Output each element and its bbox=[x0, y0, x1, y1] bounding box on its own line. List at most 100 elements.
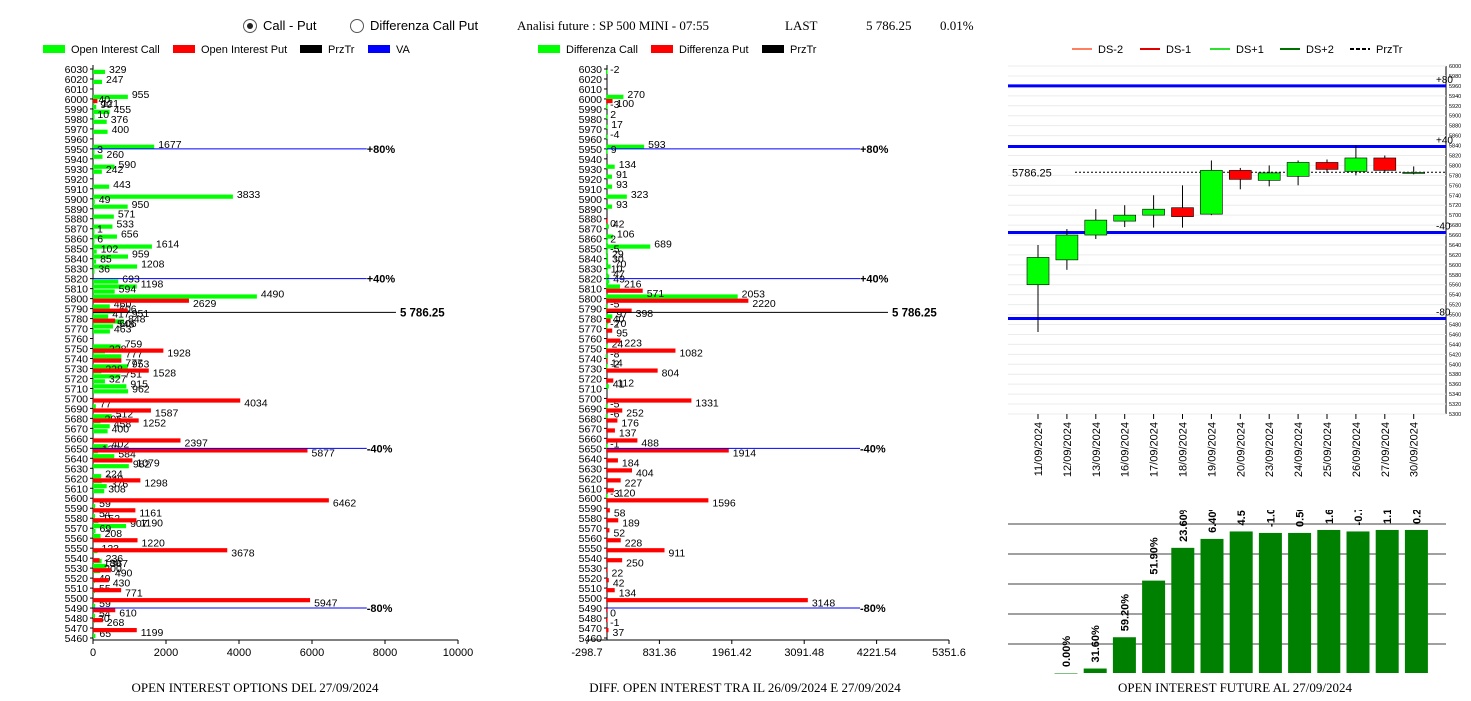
future-bar bbox=[1112, 637, 1136, 673]
call-bar bbox=[93, 324, 114, 329]
bar-value-label: 9 bbox=[611, 144, 617, 156]
y-tick-label: 5710 bbox=[579, 383, 603, 395]
bar-value-label: 2220 bbox=[752, 298, 776, 310]
radio-differenza[interactable]: Differenza Call Put bbox=[350, 18, 478, 33]
va-line-label: +80 bbox=[1436, 75, 1453, 86]
put-bar bbox=[606, 398, 692, 403]
call-bar bbox=[606, 239, 608, 244]
y-tick-label: 5920 bbox=[579, 174, 603, 186]
bar-value-label: 189 bbox=[622, 517, 640, 529]
y-tick-label: 5560 bbox=[1449, 283, 1461, 289]
y-tick-label: 5950 bbox=[65, 144, 89, 156]
bar-value-label: 548 bbox=[117, 319, 135, 331]
y-tick-label: 5660 bbox=[1449, 233, 1461, 239]
y-tick-label: 5590 bbox=[579, 503, 603, 515]
y-tick-label: 5760 bbox=[1449, 183, 1461, 189]
put-bar bbox=[606, 298, 749, 303]
x-tick-label: 20/09/2024 bbox=[1235, 422, 1247, 477]
y-tick-label: 5790 bbox=[65, 304, 89, 316]
radio-unselected-icon bbox=[350, 18, 364, 33]
y-tick-label: 5780 bbox=[65, 314, 89, 326]
legend-label: VA bbox=[396, 44, 411, 56]
y-tick-label: 5480 bbox=[579, 613, 603, 625]
bar-value-label: 959 bbox=[132, 249, 150, 261]
bar-value-label: 443 bbox=[113, 179, 131, 191]
put-bar bbox=[93, 458, 133, 463]
call-bar bbox=[93, 279, 119, 284]
put-bar bbox=[606, 318, 611, 323]
call-bar bbox=[93, 119, 107, 124]
bar-value-label: 58 bbox=[614, 507, 626, 519]
radio-selected-icon bbox=[243, 18, 257, 33]
open-interest-options-chart: Open Interest Call Open Interest Put PrzTr… bbox=[43, 44, 474, 695]
put-bar bbox=[93, 408, 151, 413]
bar-value-label: 252 bbox=[626, 408, 644, 420]
legend-label: Differenza Put bbox=[679, 44, 749, 56]
legend-label: DS+1 bbox=[1236, 44, 1264, 56]
bar-value-label: 250 bbox=[626, 557, 644, 569]
bar-value-label: 777 bbox=[125, 358, 143, 370]
bar-value-label: 955 bbox=[132, 89, 150, 101]
bar-value-label: -1.00% bbox=[1265, 510, 1277, 527]
call-bar bbox=[606, 364, 608, 369]
y-tick-label: 5720 bbox=[65, 373, 89, 385]
future-bar bbox=[1404, 529, 1428, 673]
y-tick-label: 5870 bbox=[579, 224, 603, 236]
y-tick-label: 5700 bbox=[65, 393, 89, 405]
bar-value-label: -5 bbox=[610, 398, 619, 410]
y-tick-label: 5970 bbox=[65, 124, 89, 136]
top-bar: Call - Put Differenza Call Put Analisi f… bbox=[0, 0, 1471, 40]
bar-value-label: 0 bbox=[610, 607, 616, 619]
x-tick-label: 6000 bbox=[300, 647, 324, 659]
bar-value-label: 488 bbox=[641, 438, 659, 450]
bar-value-label: 3 bbox=[97, 144, 103, 156]
y-tick-label: 5520 bbox=[65, 573, 89, 585]
bar-value-label: 208 bbox=[105, 528, 123, 540]
put-bar bbox=[93, 478, 141, 483]
bar-value-label: 93 bbox=[616, 179, 628, 191]
call-bar bbox=[606, 324, 608, 329]
put-bar bbox=[606, 608, 608, 613]
radio-differenza-label: Differenza Call Put bbox=[370, 18, 479, 33]
bar-value-label: 1677 bbox=[158, 139, 182, 151]
future-bar bbox=[1346, 531, 1370, 673]
bar-value-label: 180 bbox=[104, 557, 122, 569]
put-bar bbox=[93, 598, 311, 603]
y-tick-label: 5980 bbox=[65, 114, 89, 126]
bar-value-label: 97 bbox=[616, 309, 628, 321]
bar-value-label: 54 bbox=[99, 508, 111, 520]
x-tick-label: 10000 bbox=[443, 647, 474, 659]
bar-value-label: 323 bbox=[631, 189, 649, 201]
y-tick-label: 5490 bbox=[65, 603, 89, 615]
radio-call-put[interactable]: Call - Put bbox=[243, 18, 316, 33]
bar-value-label: 69 bbox=[100, 523, 112, 535]
put-bar bbox=[606, 458, 618, 463]
put-bar bbox=[93, 358, 122, 363]
y-tick-label: 5680 bbox=[579, 413, 603, 425]
y-tick-label: 6000 bbox=[1449, 64, 1461, 70]
bar-value-label: -0.70% bbox=[1353, 510, 1365, 525]
y-tick-label: 5840 bbox=[65, 254, 89, 266]
candle-body bbox=[1171, 207, 1194, 217]
call-bar bbox=[93, 129, 108, 134]
candle-body bbox=[1257, 172, 1281, 181]
y-tick-label: 5950 bbox=[579, 144, 603, 156]
y-tick-label: 5790 bbox=[579, 304, 603, 316]
put-bar bbox=[93, 518, 137, 523]
bar-value-label: 329 bbox=[109, 64, 127, 76]
put-bar bbox=[606, 548, 665, 553]
bar-value-label: 260 bbox=[106, 149, 124, 161]
call-bar bbox=[93, 214, 114, 219]
put-bar bbox=[93, 448, 308, 453]
legend-swatch bbox=[651, 45, 673, 53]
bar-value-label: 1528 bbox=[153, 368, 177, 380]
y-tick-label: 6000 bbox=[65, 94, 89, 106]
radio-call-put-label: Call - Put bbox=[263, 18, 317, 33]
bar-value-label: 112 bbox=[617, 378, 634, 390]
bar-value-label: 6462 bbox=[333, 497, 357, 509]
y-tick-label: 5740 bbox=[579, 353, 603, 365]
call-bar bbox=[93, 314, 109, 319]
legend-swatch bbox=[300, 45, 322, 53]
y-tick-label: 5490 bbox=[579, 603, 603, 615]
call-bar bbox=[93, 234, 117, 239]
